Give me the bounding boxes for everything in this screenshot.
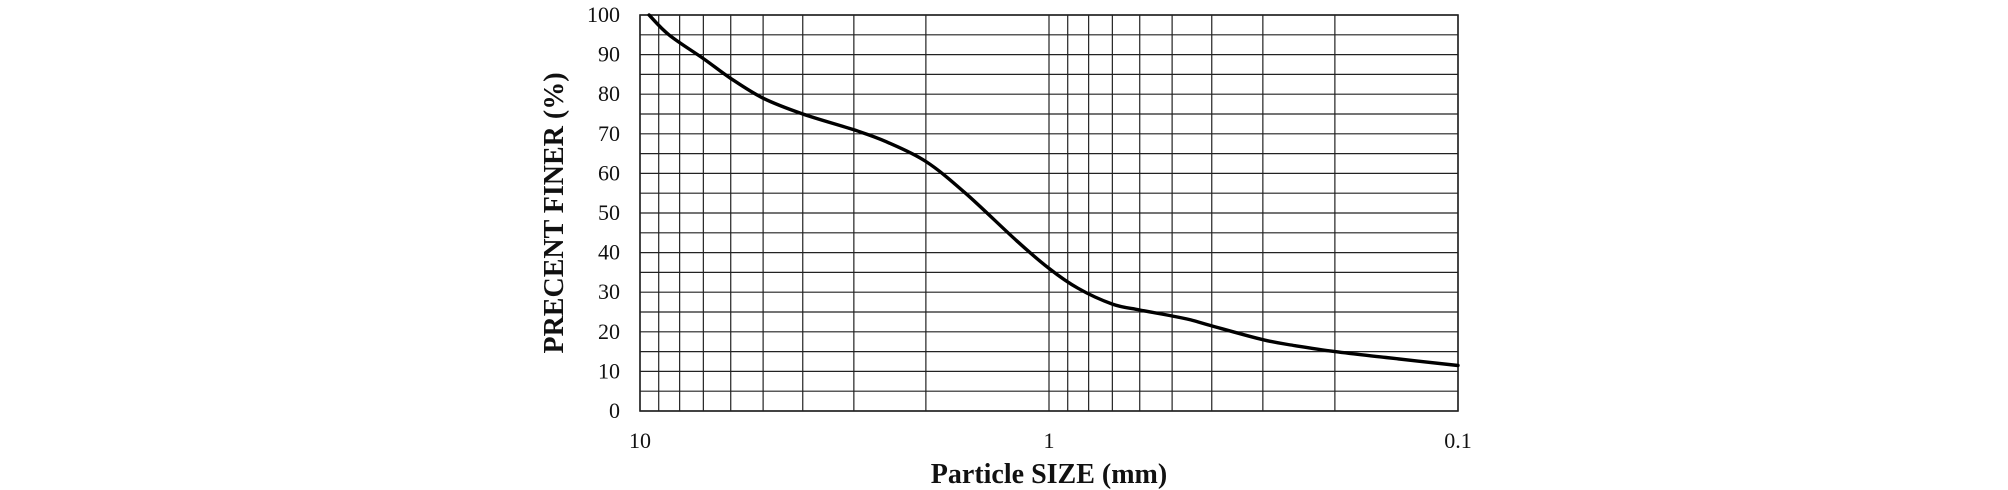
y-tick-label: 90: [598, 42, 620, 67]
y-tick-label: 70: [598, 121, 620, 146]
y-tick-label: 50: [598, 200, 620, 225]
y-tick-label: 30: [598, 279, 620, 304]
data-points: [647, 13, 1460, 367]
y-tick-label: 60: [598, 160, 620, 185]
y-tick-labels: 0 10 20 30 40 50 60 70 80 90 100: [587, 2, 620, 423]
y-tick-label: 100: [587, 2, 620, 27]
y-tick-label: 10: [598, 358, 620, 383]
y-tick-label: 80: [598, 81, 620, 106]
y-axis-title: PRECENT FINER (%): [539, 72, 570, 353]
y-tick-label: 20: [598, 319, 620, 344]
x-tick-label: 0.1: [1444, 428, 1472, 453]
y-tick-label: 40: [598, 240, 620, 265]
x-axis-title: Particle SIZE (mm): [931, 459, 1167, 490]
x-tick-label: 1: [1044, 428, 1055, 453]
x-tick-labels: 10 1 0.1: [629, 428, 1472, 453]
x-tick-label: 10: [629, 428, 651, 453]
gradation-curve: [647, 13, 1460, 368]
y-tick-label: 0: [609, 398, 620, 423]
plot-frame: [639, 14, 1459, 412]
